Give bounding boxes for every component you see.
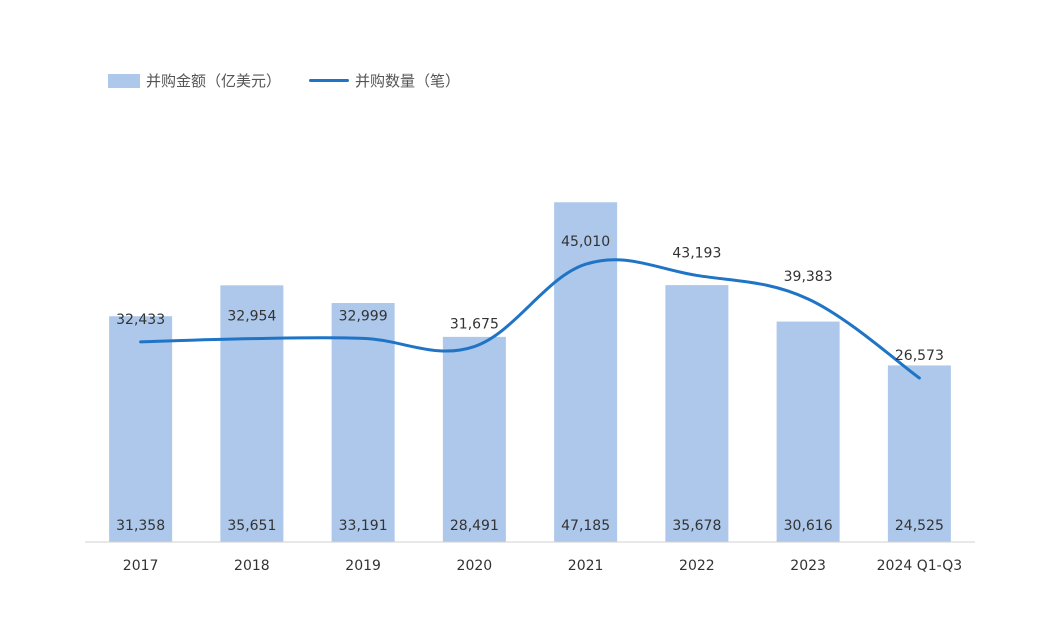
x-tick-label: 2018 xyxy=(234,558,270,574)
legend-label-amount: 并购金额（亿美元） xyxy=(146,72,282,90)
line-value-label: 26,573 xyxy=(895,348,944,364)
bar-value-label: 35,651 xyxy=(227,518,276,534)
bar-value-label: 35,678 xyxy=(672,518,721,534)
bar-2018 xyxy=(220,285,284,542)
bar-2022 xyxy=(665,285,729,542)
x-tick-label: 2019 xyxy=(345,558,381,574)
legend-item-count: 并购数量（笔） xyxy=(309,70,460,91)
bar-2017 xyxy=(109,316,173,542)
bar-2021 xyxy=(554,202,618,542)
legend: 并购金额（亿美元） 并购数量（笔） xyxy=(108,70,488,91)
line-value-label: 39,383 xyxy=(784,269,833,285)
legend-item-amount: 并购金额（亿美元） xyxy=(108,70,281,91)
bar-value-label: 47,185 xyxy=(561,518,610,534)
bar-value-label: 33,191 xyxy=(339,518,388,534)
bar-2023 xyxy=(776,321,840,542)
legend-bar-swatch xyxy=(108,73,140,88)
legend-label-count: 并购数量（笔） xyxy=(355,72,461,90)
bar-value-label: 28,491 xyxy=(450,518,499,534)
line-value-label: 32,999 xyxy=(339,308,388,324)
line-value-label: 32,954 xyxy=(227,309,276,325)
bar-2024 Q1-Q3 xyxy=(887,365,951,542)
x-tick-label: 2024 Q1-Q3 xyxy=(877,558,963,574)
bar-2019 xyxy=(331,303,395,542)
series-line-count xyxy=(139,258,921,380)
legend-line-swatch xyxy=(309,79,350,82)
x-tick-label: 2023 xyxy=(790,558,826,574)
bar-value-label: 24,525 xyxy=(895,518,944,534)
bar-2020 xyxy=(442,336,506,542)
x-tick-label: 2022 xyxy=(679,558,715,574)
line-value-label: 43,193 xyxy=(672,245,721,261)
x-tick-label: 2017 xyxy=(123,558,159,574)
line-value-label: 32,433 xyxy=(116,312,165,328)
bar-value-label: 31,358 xyxy=(116,518,165,534)
bar-value-label: 30,616 xyxy=(784,518,833,534)
line-value-label: 45,010 xyxy=(561,234,610,250)
line-value-label: 31,675 xyxy=(450,317,499,333)
x-tick-label: 2021 xyxy=(568,558,604,574)
x-tick-label: 2020 xyxy=(457,558,493,574)
